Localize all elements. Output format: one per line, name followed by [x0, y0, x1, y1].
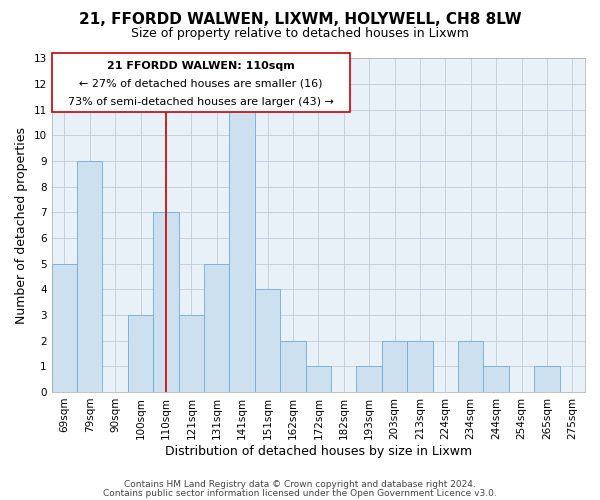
Bar: [305, 366, 331, 392]
Bar: [458, 340, 484, 392]
Bar: [356, 366, 382, 392]
Text: 21 FFORDD WALWEN: 110sqm: 21 FFORDD WALWEN: 110sqm: [107, 61, 295, 71]
Text: Contains public sector information licensed under the Open Government Licence v3: Contains public sector information licen…: [103, 489, 497, 498]
Bar: [382, 340, 407, 392]
Text: Size of property relative to detached houses in Lixwm: Size of property relative to detached ho…: [131, 28, 469, 40]
Bar: [534, 366, 560, 392]
Bar: [77, 161, 103, 392]
X-axis label: Distribution of detached houses by size in Lixwm: Distribution of detached houses by size …: [165, 444, 472, 458]
Bar: [52, 264, 77, 392]
FancyBboxPatch shape: [52, 54, 350, 112]
Text: 73% of semi-detached houses are larger (43) →: 73% of semi-detached houses are larger (…: [68, 96, 334, 106]
Text: ← 27% of detached houses are smaller (16): ← 27% of detached houses are smaller (16…: [79, 78, 323, 88]
Text: Contains HM Land Registry data © Crown copyright and database right 2024.: Contains HM Land Registry data © Crown c…: [124, 480, 476, 489]
Bar: [484, 366, 509, 392]
Bar: [128, 315, 153, 392]
Bar: [179, 315, 204, 392]
Bar: [204, 264, 229, 392]
Bar: [255, 290, 280, 392]
Bar: [229, 110, 255, 392]
Y-axis label: Number of detached properties: Number of detached properties: [15, 126, 28, 324]
Bar: [280, 340, 305, 392]
Text: 21, FFORDD WALWEN, LIXWM, HOLYWELL, CH8 8LW: 21, FFORDD WALWEN, LIXWM, HOLYWELL, CH8 …: [79, 12, 521, 28]
Bar: [153, 212, 179, 392]
Bar: [407, 340, 433, 392]
